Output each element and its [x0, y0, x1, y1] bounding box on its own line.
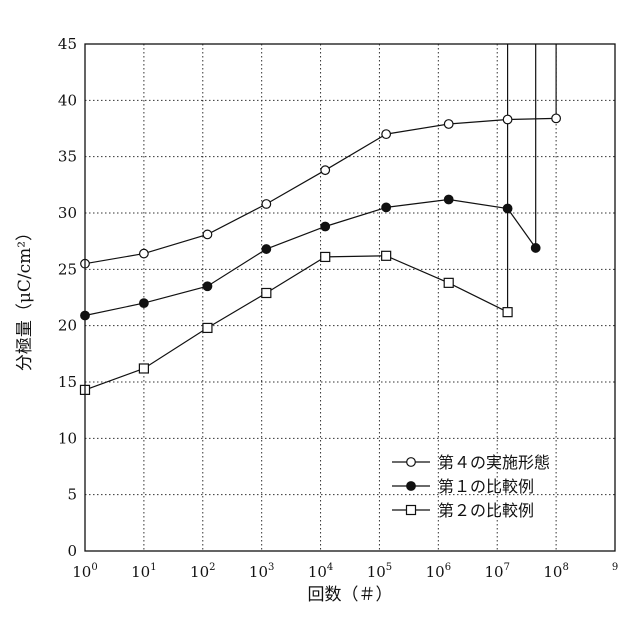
legend-label: 第４の実施形態 — [438, 453, 550, 472]
x-tick-label: 101 — [131, 562, 156, 581]
y-tick-label: 20 — [58, 317, 77, 335]
legend-label: 第１の比較例 — [438, 477, 534, 496]
data-point — [140, 299, 149, 308]
data-point — [503, 308, 512, 317]
data-point — [382, 130, 391, 139]
legend-item: 第１の比較例 — [392, 477, 534, 496]
x-tick-labels: 100 101 102 103 104 105 106 107 108 9 — [72, 562, 618, 581]
x-tick-label: 105 — [367, 562, 392, 581]
failure-lines — [508, 44, 557, 312]
y-tick-label: 0 — [67, 542, 77, 560]
data-point — [203, 230, 212, 239]
y-tick-label: 25 — [58, 260, 77, 278]
data-point — [140, 249, 149, 258]
legend-item: 第２の比較例 — [392, 501, 534, 520]
data-point — [444, 195, 453, 204]
legend-marker — [407, 458, 416, 467]
y-axis-title: 分極量（μC/cm²） — [15, 224, 35, 371]
y-tick-labels: 0 5 10 15 20 25 30 35 40 45 — [58, 35, 77, 560]
x-tick-label: 106 — [426, 562, 451, 581]
legend-item: 第４の実施形態 — [392, 453, 550, 472]
y-tick-label: 10 — [58, 429, 77, 447]
x-tick-label: 107 — [484, 562, 509, 581]
data-point — [444, 120, 453, 129]
y-tick-label: 5 — [67, 486, 77, 504]
series-2 — [81, 195, 540, 320]
data-point — [139, 364, 148, 373]
data-point — [382, 203, 391, 212]
data-point — [262, 245, 271, 254]
x-tick-label: 104 — [308, 562, 333, 581]
x-tick-label: 103 — [249, 562, 274, 581]
x-tick-label: 108 — [543, 562, 568, 581]
data-point — [552, 114, 561, 123]
x-tick-label: 9 — [612, 562, 618, 573]
x-tick-label: 102 — [190, 562, 215, 581]
data-point — [503, 204, 512, 213]
data-point — [531, 244, 540, 253]
data-point — [321, 166, 330, 175]
y-tick-label: 15 — [58, 373, 77, 391]
legend: 第４の実施形態第１の比較例第２の比較例 — [392, 453, 550, 520]
y-tick-label: 45 — [58, 35, 77, 53]
data-point — [444, 278, 453, 287]
y-tick-label: 30 — [58, 204, 77, 222]
series-line — [85, 200, 536, 316]
y-tick-label: 35 — [58, 148, 77, 166]
x-axis-title: 回数（＃） — [308, 585, 393, 605]
data-point — [321, 222, 330, 231]
legend-marker — [407, 506, 416, 515]
x-tick-label: 100 — [72, 562, 97, 581]
legend-marker — [407, 482, 416, 491]
data-point — [382, 251, 391, 260]
data-point — [321, 252, 330, 261]
legend-label: 第２の比較例 — [438, 501, 534, 520]
series-3 — [81, 251, 513, 394]
data-point — [203, 323, 212, 332]
y-tick-label: 40 — [58, 91, 77, 109]
data-point — [503, 115, 512, 124]
data-point — [203, 282, 212, 291]
data-point — [262, 200, 271, 209]
data-point — [262, 288, 271, 297]
